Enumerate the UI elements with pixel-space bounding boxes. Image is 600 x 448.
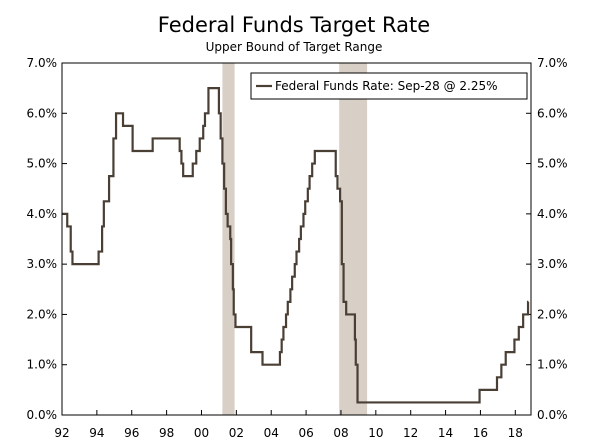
y-tick-label-right-6: 6.0% xyxy=(537,106,568,120)
x-tick-label-0: 92 xyxy=(54,426,69,440)
x-tick-label-3: 98 xyxy=(159,426,174,440)
recession-layer xyxy=(222,63,368,415)
y-tick-label-left-5: 5.0% xyxy=(27,157,58,171)
x-tick-label-13: 18 xyxy=(508,426,523,440)
x-tick-label-1: 94 xyxy=(89,426,104,440)
y-tick-label-right-7: 7.0% xyxy=(537,56,568,70)
x-tick-label-10: 12 xyxy=(403,426,418,440)
y-tick-label-left-4: 4.0% xyxy=(27,207,58,221)
y-tick-label-left-1: 1.0% xyxy=(27,358,58,372)
x-axis-labels: 92 94 96 98 00 02 04 06 08 10 12 14 16 18 xyxy=(54,426,523,440)
series-line-0 xyxy=(62,87,530,404)
y-tick-label-left-7: 7.0% xyxy=(27,56,58,70)
recession-band-0 xyxy=(222,63,235,415)
x-tick-label-5: 02 xyxy=(229,426,244,440)
x-tick-label-12: 16 xyxy=(473,426,488,440)
legend-box xyxy=(250,72,528,100)
chart-subtitle: Upper Bound of Target Range xyxy=(206,40,383,54)
y-tick-label-left-0: 0.0% xyxy=(27,408,58,422)
x-tick-label-2: 96 xyxy=(124,426,139,440)
y-tick-label-right-5: 5.0% xyxy=(537,157,568,171)
y-tick-label-right-2: 2.0% xyxy=(537,307,568,321)
series-layer xyxy=(62,87,530,404)
legend-label: Federal Funds Rate: Sep-28 @ 2.25% xyxy=(275,79,498,93)
y-tick-label-right-1: 1.0% xyxy=(537,358,568,372)
axis-ticks-layer xyxy=(61,62,531,416)
x-tick-label-6: 04 xyxy=(264,426,279,440)
y-axis-right-labels: 0.0% 1.0% 2.0% 3.0% 4.0% 5.0% 6.0% 7.0% xyxy=(537,56,568,422)
y-tick-label-left-2: 2.0% xyxy=(27,307,58,321)
x-tick-label-4: 00 xyxy=(194,426,209,440)
legend: Federal Funds Rate: Sep-28 @ 2.25% xyxy=(250,72,528,100)
plot-frame xyxy=(61,62,532,416)
y-tick-label-right-3: 3.0% xyxy=(537,257,568,271)
y-tick-label-right-4: 4.0% xyxy=(537,207,568,221)
y-tick-label-left-3: 3.0% xyxy=(27,257,58,271)
x-tick-label-11: 14 xyxy=(438,426,453,440)
recession-band-1 xyxy=(339,63,368,415)
x-tick-label-8: 08 xyxy=(333,426,348,440)
x-tick-label-9: 10 xyxy=(368,426,383,440)
chart-title: Federal Funds Target Rate xyxy=(158,13,430,37)
x-tick-label-7: 06 xyxy=(298,426,313,440)
y-tick-label-left-6: 6.0% xyxy=(27,106,58,120)
y-axis-left-labels: 0.0% 1.0% 2.0% 3.0% 4.0% 5.0% 6.0% 7.0% xyxy=(27,56,58,422)
y-tick-label-right-0: 0.0% xyxy=(537,408,568,422)
